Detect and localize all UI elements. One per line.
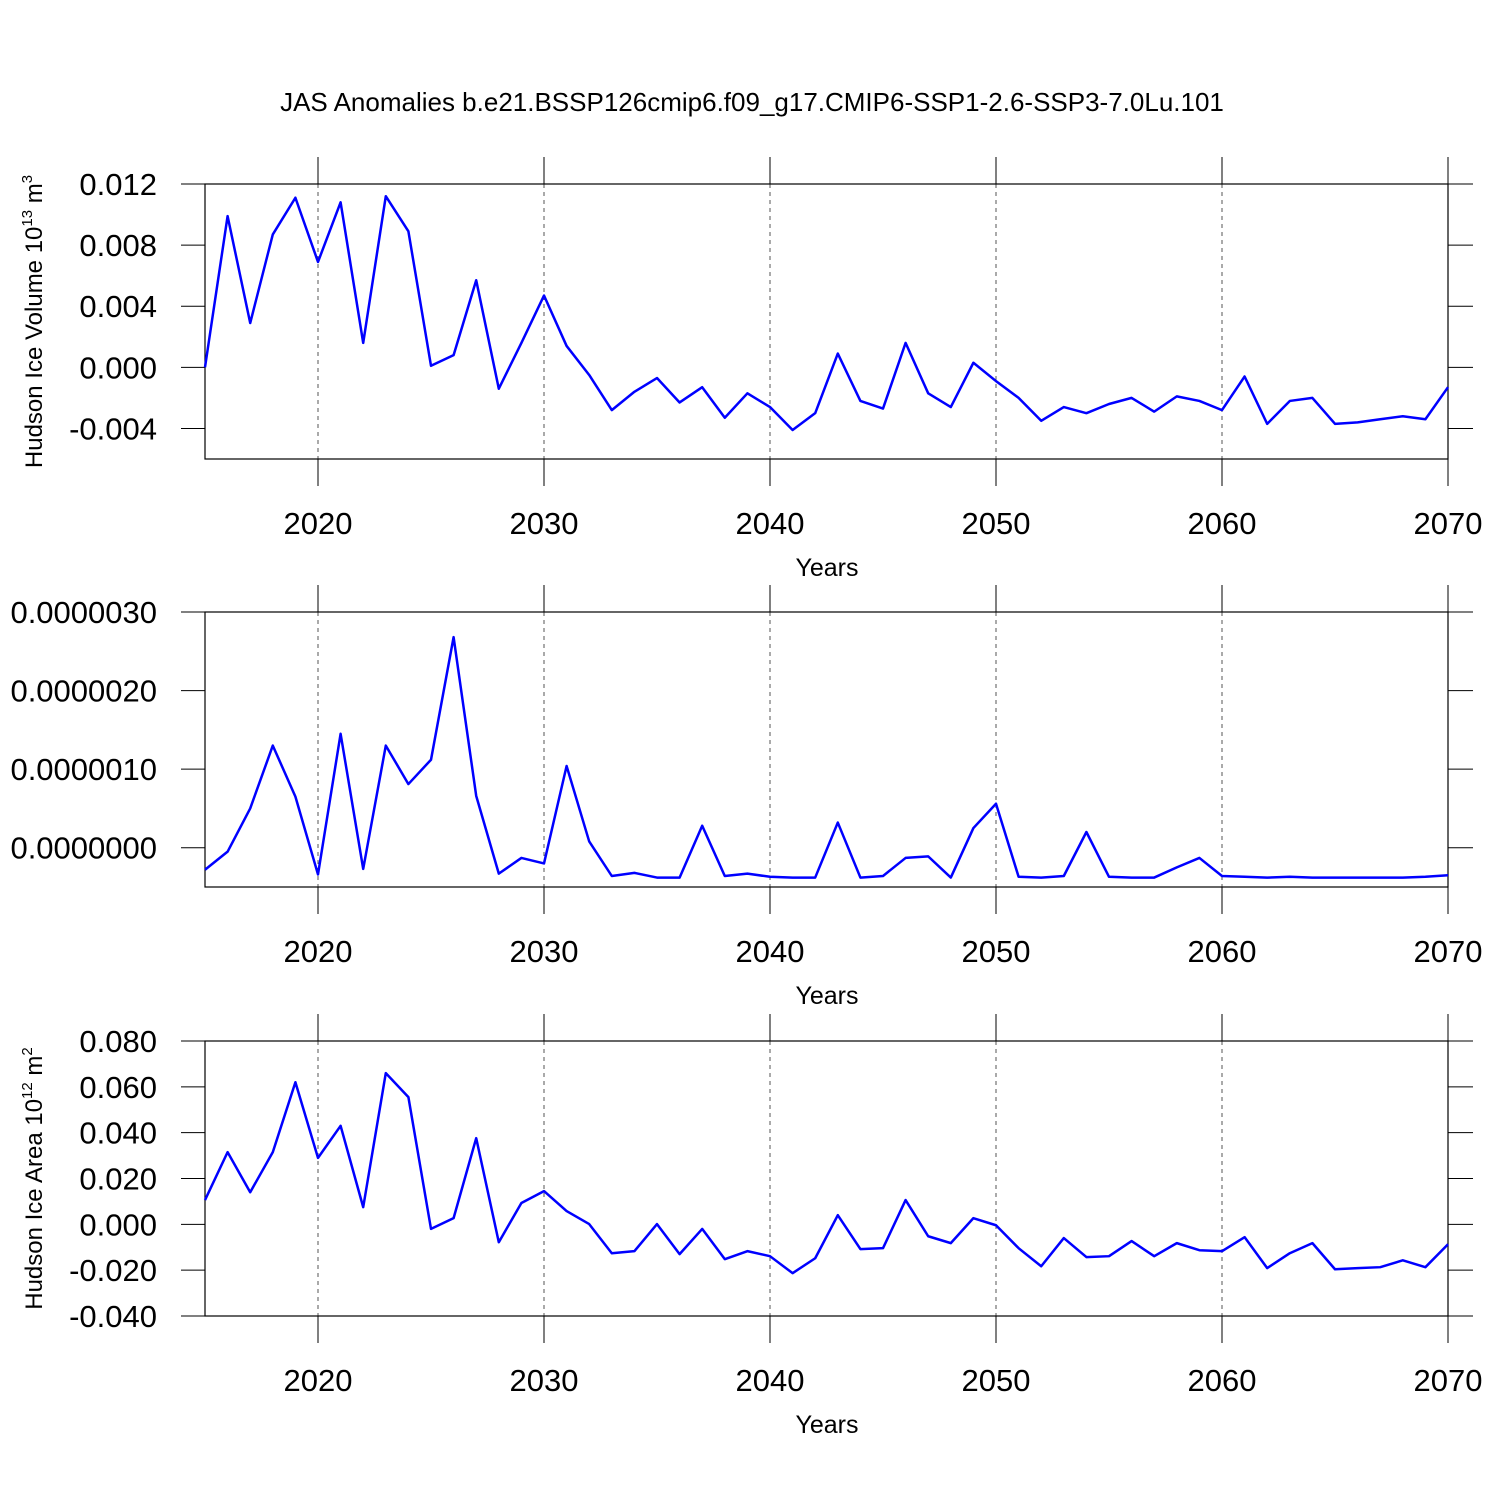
x-tick-label: 2040: [736, 1363, 805, 1398]
x-tick-label: 2040: [736, 506, 805, 541]
x-tick-label: 2040: [736, 934, 805, 969]
y-tick-label: -0.020: [69, 1253, 157, 1288]
x-tick-label: 2060: [1188, 1363, 1257, 1398]
x-tick-label: 2070: [1414, 934, 1483, 969]
x-tick-label: 2060: [1188, 934, 1257, 969]
x-tick-label: 2030: [510, 1363, 579, 1398]
y-label-unit: m: [21, 183, 48, 210]
y-tick-label: 0.012: [79, 167, 157, 202]
y-tick-label: -0.040: [69, 1299, 157, 1334]
y-label-unit: m: [21, 1056, 48, 1083]
x-tick-label: 2060: [1188, 506, 1257, 541]
plot-frame: [204, 611, 1449, 888]
y-tick-label: 0.020: [79, 1162, 157, 1197]
y-label-power: 13: [19, 210, 36, 227]
y-tick-label: 0.000: [79, 1207, 157, 1242]
y-tick-label: 0.000: [79, 350, 157, 385]
x-tick-label: 2030: [510, 506, 579, 541]
y-label-text: Hudson Ice Volume 10: [21, 227, 48, 469]
x-axis-label: Years: [795, 982, 858, 1010]
x-tick-label: 2030: [510, 934, 579, 969]
x-tick-label: 2020: [284, 934, 353, 969]
plot-frame: [204, 1040, 1449, 1317]
data-line: [204, 635, 1449, 879]
y-tick-label: 0.008: [79, 228, 157, 263]
y-label-unit-power: 3: [19, 175, 36, 183]
y-tick-label: 0.0000030: [10, 595, 157, 630]
chart-title: JAS Anomalies b.e21.BSSP126cmip6.f09_g17…: [280, 87, 1224, 117]
y-label-unit-power: 2: [19, 1047, 36, 1055]
y-tick-label: -0.004: [69, 411, 157, 446]
x-tick-label: 2020: [284, 506, 353, 541]
y-tick-label: 0.0000010: [10, 752, 157, 787]
y-label-text: Hudson Ice Area 10: [21, 1099, 48, 1310]
plot-frame: [204, 183, 1449, 460]
y-tick-label: 0.004: [79, 289, 157, 324]
x-tick-label: 2070: [1414, 506, 1483, 541]
x-tick-label: 2070: [1414, 1363, 1483, 1398]
x-axis-label: Years: [795, 554, 858, 582]
y-tick-label: 0.060: [79, 1070, 157, 1105]
x-tick-label: 2020: [284, 1363, 353, 1398]
x-axis-label: Years: [795, 1411, 858, 1439]
y-axis-label: Hudson Ice Area 1012 m2: [19, 1047, 48, 1310]
data-line: [203, 1071, 1449, 1275]
y-axis-label: Hudson Ice Volume 1013 m3: [19, 175, 48, 468]
data-line: [203, 194, 1450, 432]
y-tick-label: 0.080: [79, 1024, 157, 1059]
y-tick-label: 0.040: [79, 1116, 157, 1151]
x-tick-label: 2050: [962, 934, 1031, 969]
y-tick-label: 0.0000020: [10, 674, 157, 709]
y-label-power: 12: [19, 1082, 36, 1099]
x-tick-label: 2050: [962, 506, 1031, 541]
x-tick-label: 2050: [962, 1363, 1031, 1398]
y-tick-label: 0.0000000: [10, 831, 157, 866]
